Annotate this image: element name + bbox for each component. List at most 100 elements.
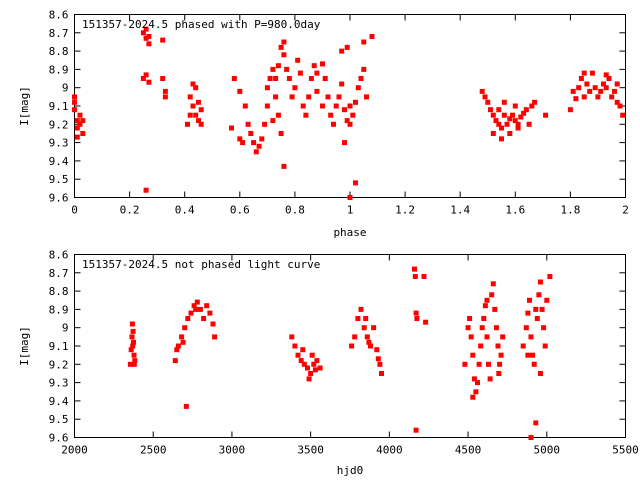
top-data-point [72,94,77,100]
bottom-data-point [305,365,310,371]
top-y-axis-label: I[mag] [18,86,31,126]
bottom-x-tick-label: 4000 [376,444,403,457]
top-data-point [198,107,204,113]
bottom-data-point [490,281,496,287]
top-data-point [587,88,593,94]
bottom-data-point [538,279,543,285]
top-data-point [259,136,265,142]
top-data-point [281,52,287,58]
top-data-point [342,107,347,113]
bottom-data-point [306,376,312,382]
top-data-point [570,88,576,94]
top-x-tick-label: 1.2 [395,204,415,217]
bottom-y-tick-label: 9.4 [49,395,69,408]
top-data-point [281,39,287,45]
top-data-point [521,110,527,116]
bottom-data-point [470,394,476,400]
top-data-point [490,131,496,136]
bottom-data-point [298,358,304,364]
top-data-point [72,99,77,105]
top-data-point [160,76,166,81]
top-data-point [510,112,515,118]
top-data-point [231,76,237,81]
top-data-point [523,107,529,113]
bottom-y-tick-label: 9.2 [49,358,69,371]
bottom-data-point [292,343,298,349]
bottom-y-tick-label: 8.7 [49,267,69,280]
top-data-point [333,103,339,109]
bottom-data-point [129,321,135,327]
top-y-tick-label: 9.5 [49,173,69,186]
bottom-data-point [312,367,318,373]
bottom-data-point [193,306,199,312]
top-data-point [581,94,587,100]
bottom-data-point [131,352,137,358]
bottom-data-point [528,334,534,340]
bottom-data-point [175,343,181,349]
bottom-data-point [375,356,381,362]
top-data-point [488,107,493,113]
top-data-point [190,103,196,109]
top-data-point [278,131,284,136]
top-data-point [300,103,306,109]
bottom-data-point [379,371,384,376]
top-data-point [143,187,149,193]
bottom-x-tick-label: 2000 [61,444,88,457]
top-data-point [74,125,80,131]
top-data-point [273,94,279,100]
bottom-data-point [421,274,427,279]
top-data-point [284,66,290,72]
top-data-point [504,121,510,127]
top-data-point [606,76,612,81]
top-data-point [80,131,86,136]
bottom-data-point [547,274,553,279]
bottom-y-tick-label: 9 [62,322,69,335]
top-data-point [190,81,196,87]
bottom-data-point [465,325,471,331]
top-data-point [289,94,295,100]
top-data-point [80,118,86,124]
top-data-point [77,112,83,118]
top-data-point [592,85,598,91]
top-data-point [612,88,617,94]
top-data-point [306,94,312,100]
top-data-point [518,114,524,120]
top-data-point [361,66,367,72]
top-data-point [185,121,190,127]
top-data-point [501,99,507,105]
top-data-point [325,94,331,100]
top-data-point [143,26,149,32]
bottom-data-point [358,306,364,312]
top-data-point [264,85,270,91]
top-data-point [162,94,168,100]
top-data-point [515,121,521,127]
bottom-x-tick-label: 3500 [297,444,324,457]
bottom-data-point [414,316,420,321]
top-data-point [493,118,499,124]
top-data-point [251,140,257,146]
top-data-point [342,140,347,146]
top-data-point [499,136,504,142]
top-data-point [237,88,243,94]
top-y-tick-label: 8.8 [49,45,69,58]
bottom-data-point [314,358,320,364]
top-data-point [526,121,532,127]
bottom-data-point [355,316,361,321]
bottom-data-point [471,376,477,382]
top-data-point [344,118,350,124]
bottom-data-point [132,358,138,364]
top-data-point [603,72,609,78]
top-x-tick-label: 0 [71,204,78,217]
top-data-point [162,88,168,94]
top-y-tick-label: 8.7 [49,27,69,40]
bottom-data-point [484,297,490,303]
bottom-x-tick-label: 3000 [219,444,246,457]
bottom-data-point [127,361,133,367]
top-y-tick-label: 9.4 [49,155,69,168]
top-data-point [601,81,606,87]
top-data-point [314,70,320,76]
top-data-point [578,76,584,81]
bottom-data-point [492,306,498,312]
top-data-point [496,107,502,113]
top-data-point [347,121,353,127]
